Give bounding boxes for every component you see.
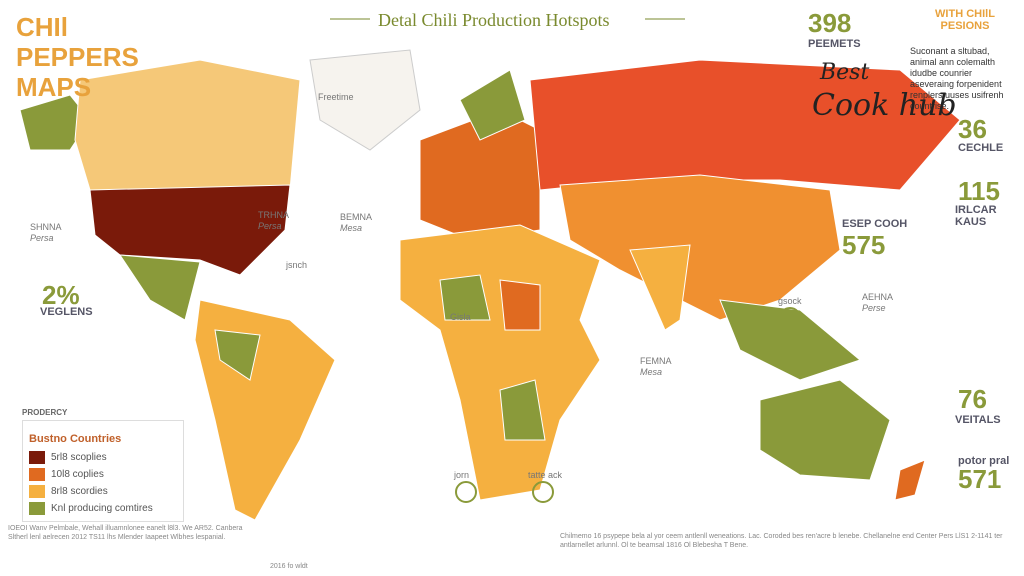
stat-label: potor pral [958,455,1010,467]
stat-label: ESEP COOH [842,218,908,230]
place-name: gsock [778,296,802,306]
pin-icon [532,481,554,503]
place-sub: Persa [30,233,54,243]
west-africa [439,274,491,321]
logo-bottom: Cook hub [812,88,957,123]
footer-left: IOEOI Wanv Pelmbale, Wehall illuamnlonee… [8,525,243,541]
side-heading: WITH CHIlL PESIONS [935,8,995,32]
stat-label: PEEMETS [808,38,861,50]
stat-value: 76 [958,384,987,414]
legend-swatch [29,502,45,515]
legend-label: Knl producing comtires [51,503,153,514]
sudan [499,279,541,331]
stat-value: 575 [842,230,886,260]
colombia [214,329,261,381]
place-sub: Persa [258,221,282,231]
scandinavia [459,69,526,141]
place-sub: Mesa [340,223,363,233]
stat-label: VEGLENS [40,306,93,318]
stat-value: 36 [958,114,987,144]
place-name: jsnch [286,260,308,270]
place-name: SHNNA [30,222,62,232]
legend-label: 10l8 coplies [51,469,104,480]
stat-value: 571 [958,464,1002,494]
subtitle: Detal Chili Production Hotspots [378,10,610,30]
place-name: Freetime [318,92,354,102]
russia [529,59,961,191]
logo-top: Best [820,60,870,85]
place-name: AEHNA [862,292,894,302]
stat-label: VEITALS [955,414,1001,426]
australia [759,379,891,481]
africa [399,224,601,501]
side-note: Suconant a sltubad, animal ann colemalth… [910,46,1004,111]
footer-credit: 2016 fo wldt [270,563,308,570]
place-name: TRHNA [258,210,289,220]
legend-swatch [29,485,45,498]
stat-label: IRLCAR KAUS [955,204,997,228]
mexico [119,254,201,321]
pin-icon [455,481,477,503]
southeast-asia [719,299,862,381]
legend: Bustno Countries 5rl8 scoplies 10l8 copli… [22,420,184,522]
place-name: FEMNA [640,356,672,366]
greenland [309,49,421,151]
legend-label: 5rl8 scoplies [51,452,107,463]
legend-label: 8rl8 scordies [51,486,108,497]
title: CHIl PEPPERS MAPS [16,12,139,102]
india [629,244,691,331]
stat-label: CECHLE [958,142,1004,154]
place-name: tatte ack [528,470,563,480]
legend-swatch [29,468,45,481]
stat-value: 398 [808,8,852,38]
place-name: jorn [454,470,470,480]
legend-swatch [29,451,45,464]
new-zealand [894,459,926,501]
legend-title: Bustno Countries [29,433,122,445]
stat-value: 2% [42,280,80,310]
place-sub: Perse [862,303,886,313]
place-sub: Mesa [640,367,663,377]
place-name: BEMNA [340,212,373,222]
stat-value: 115 [958,176,1000,206]
footer-right: Chilmemo 16 psypepe bela al yor ceem ant… [560,533,1003,549]
legend-caption: PRODERCY [22,408,68,417]
canada [74,59,301,191]
usa [89,184,291,276]
pin-icon [779,307,801,329]
south-africa-region [499,379,546,441]
place-name: Gisla [450,312,471,322]
